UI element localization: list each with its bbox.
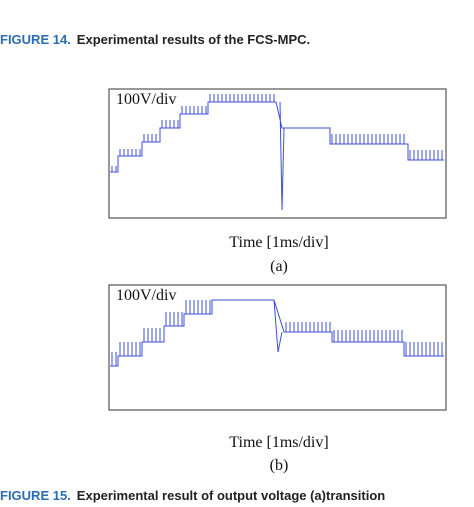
scale-label: 100V/div — [116, 91, 176, 108]
oscilloscope-panel: 100V/div — [108, 284, 447, 411]
figure-label: FIGURE 14. — [0, 32, 71, 47]
figure-label: FIGURE 15. — [0, 488, 71, 503]
figure-caption: FIGURE 15. Experimental result of output … — [0, 488, 474, 503]
x-axis-label: Time [1ms/div] — [229, 234, 329, 251]
caption-text: Experimental result of output voltage (a… — [76, 488, 386, 503]
figure-caption: FIGURE 14. Experimental results of the FC… — [0, 32, 310, 47]
scale-label: 100V/div — [116, 287, 176, 304]
oscilloscope-panel: 100V/div — [108, 88, 447, 219]
x-axis-label: Time [1ms/div] — [229, 434, 329, 451]
waveform — [110, 299, 444, 367]
panel-tag: (b) — [269, 457, 289, 474]
panel-tag: (a) — [270, 258, 288, 275]
caption-text: Experimental results of the FCS-MPC. — [76, 32, 311, 47]
waveform — [110, 94, 444, 211]
